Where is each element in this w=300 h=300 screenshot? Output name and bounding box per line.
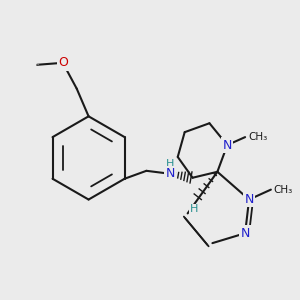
Text: N: N: [223, 139, 232, 152]
Text: N: N: [244, 193, 254, 206]
Text: O: O: [58, 56, 68, 69]
Text: H: H: [166, 159, 174, 169]
Text: CH₃: CH₃: [248, 132, 267, 142]
Text: N: N: [240, 227, 250, 240]
Text: H: H: [189, 204, 198, 214]
Text: methoxy: methoxy: [34, 64, 40, 65]
Text: methoxy: methoxy: [34, 64, 40, 65]
Text: N: N: [166, 167, 175, 180]
Text: CH₃: CH₃: [274, 184, 293, 195]
